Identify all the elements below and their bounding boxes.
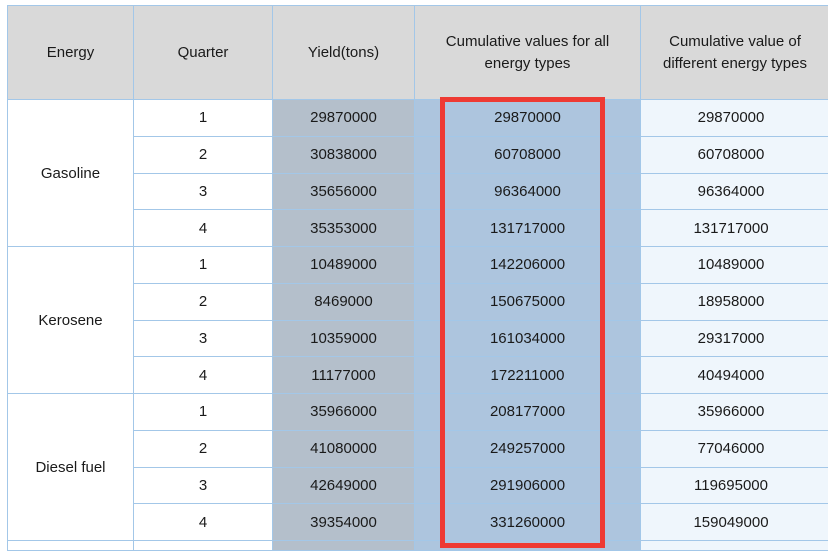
partial-cell bbox=[272, 540, 415, 551]
cell-cumulative-different: 29870000 bbox=[640, 99, 828, 137]
cell-quarter: 4 bbox=[133, 209, 273, 247]
partial-cell bbox=[414, 540, 641, 551]
cell-yield: 39354000 bbox=[272, 503, 415, 541]
cell-energy-group: Diesel fuel bbox=[7, 393, 134, 541]
cell-quarter: 1 bbox=[133, 393, 273, 431]
partial-cell bbox=[7, 540, 134, 551]
table-row: Gasoline 1 29870000 29870000 29870000 bbox=[7, 99, 828, 247]
cell-yield: 35353000 bbox=[272, 209, 415, 247]
col-header-cumulative-different: Cumulative value of different energy typ… bbox=[640, 5, 828, 100]
partial-row bbox=[7, 540, 828, 551]
partial-cell bbox=[640, 540, 828, 551]
table-row: 2 41080000 249257000 77046000 bbox=[8, 429, 828, 468]
cell-yield: 41080000 bbox=[272, 429, 415, 468]
cell-cumulative-all: 161034000 bbox=[414, 319, 641, 358]
table-row: Diesel fuel 1 35966000 208177000 3596600… bbox=[7, 393, 828, 541]
col-header-energy: Energy bbox=[7, 5, 134, 100]
table-row: 3 35656000 96364000 96364000 bbox=[8, 172, 828, 211]
cell-quarter: 4 bbox=[133, 356, 273, 394]
cell-cumulative-all: 29870000 bbox=[414, 99, 641, 137]
cell-energy-group: Gasoline bbox=[7, 99, 134, 247]
cell-quarter: 1 bbox=[133, 99, 273, 137]
cell-quarter: 1 bbox=[133, 246, 273, 284]
cell-quarter: 2 bbox=[133, 429, 273, 468]
cell-cumulative-all: 249257000 bbox=[414, 429, 641, 468]
cell-yield: 35966000 bbox=[272, 393, 415, 431]
table-row: Kerosene 1 10489000 142206000 10489000 bbox=[7, 246, 828, 394]
cell-cumulative-different: 35966000 bbox=[640, 393, 828, 431]
header-row: Energy Quarter Yield(tons) Cumulative va… bbox=[7, 5, 828, 100]
cell-cumulative-different: 96364000 bbox=[640, 172, 828, 211]
cell-yield: 10359000 bbox=[272, 319, 415, 358]
energy-table: Energy Quarter Yield(tons) Cumulative va… bbox=[7, 5, 828, 551]
cell-yield: 11177000 bbox=[272, 356, 415, 394]
cell-energy-group: Kerosene bbox=[7, 246, 134, 394]
col-header-yield: Yield(tons) bbox=[272, 5, 415, 100]
cell-cumulative-different: 40494000 bbox=[640, 356, 828, 394]
cell-cumulative-different: 10489000 bbox=[640, 246, 828, 284]
cell-yield: 35656000 bbox=[272, 172, 415, 211]
partial-cell bbox=[133, 540, 273, 551]
cell-yield: 29870000 bbox=[272, 99, 415, 137]
cell-cumulative-different: 119695000 bbox=[640, 466, 828, 505]
cell-cumulative-all: 331260000 bbox=[414, 503, 641, 541]
cell-cumulative-different: 131717000 bbox=[640, 209, 828, 247]
cell-cumulative-all: 96364000 bbox=[414, 172, 641, 211]
cell-quarter: 3 bbox=[133, 172, 273, 211]
cell-yield: 42649000 bbox=[272, 466, 415, 505]
cell-cumulative-all: 208177000 bbox=[414, 393, 641, 431]
col-header-quarter: Quarter bbox=[133, 5, 273, 100]
cell-quarter: 3 bbox=[133, 466, 273, 505]
cell-yield: 10489000 bbox=[272, 246, 415, 284]
cell-cumulative-all: 60708000 bbox=[414, 135, 641, 174]
cell-cumulative-all: 150675000 bbox=[414, 282, 641, 321]
cell-cumulative-all: 291906000 bbox=[414, 466, 641, 505]
cell-yield: 8469000 bbox=[272, 282, 415, 321]
cell-cumulative-all: 142206000 bbox=[414, 246, 641, 284]
cell-quarter: 2 bbox=[133, 282, 273, 321]
cell-cumulative-different: 77046000 bbox=[640, 429, 828, 468]
cell-quarter: 3 bbox=[133, 319, 273, 358]
col-header-cumulative-all: Cumulative values for all energy types bbox=[414, 5, 641, 100]
cell-yield: 30838000 bbox=[272, 135, 415, 174]
cell-cumulative-all: 172211000 bbox=[414, 356, 641, 394]
cell-cumulative-different: 60708000 bbox=[640, 135, 828, 174]
cell-cumulative-different: 159049000 bbox=[640, 503, 828, 541]
cell-cumulative-different: 29317000 bbox=[640, 319, 828, 358]
cell-cumulative-all: 131717000 bbox=[414, 209, 641, 247]
cell-cumulative-different: 18958000 bbox=[640, 282, 828, 321]
cell-quarter: 4 bbox=[133, 503, 273, 541]
cell-quarter: 2 bbox=[133, 135, 273, 174]
